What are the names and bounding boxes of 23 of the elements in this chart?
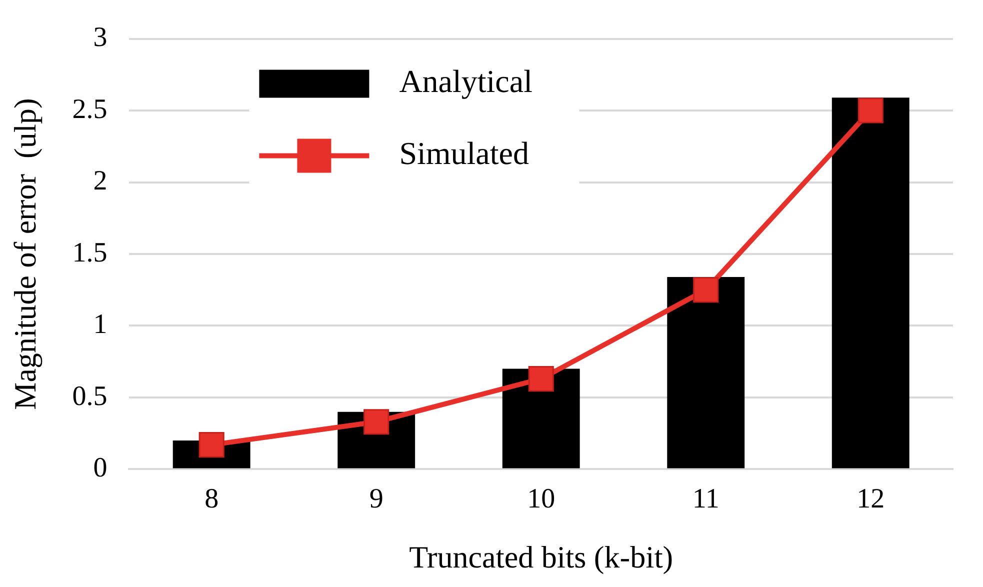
y-tick-label: 0.5 — [72, 380, 108, 412]
point — [858, 98, 884, 124]
y-tick-label: 2.5 — [72, 94, 108, 125]
x-axis-title: Truncated bits (k-bit) — [409, 540, 674, 575]
y-tick-label: 0 — [93, 452, 108, 484]
y-tick-label: 2 — [93, 166, 108, 197]
legend-label: Simulated — [399, 135, 529, 172]
point — [693, 277, 719, 303]
y-tick-label: 1 — [93, 309, 108, 340]
x-tick-label: 12 — [856, 483, 885, 514]
y-tick-label: 3 — [93, 22, 108, 54]
y-axis-title: Magnitude of error (ulp) — [8, 98, 43, 410]
x-tick-label: 10 — [527, 483, 556, 514]
y-tick-label: 1.5 — [72, 237, 108, 268]
x-tick-label: 8 — [204, 483, 219, 514]
point — [364, 409, 390, 435]
x-tick-label: 9 — [369, 483, 384, 514]
bar — [667, 276, 745, 468]
x-tick-label: 11 — [692, 483, 720, 514]
bar — [832, 98, 910, 468]
legend-label: Analytical — [399, 63, 533, 100]
bar — [502, 368, 580, 468]
point — [528, 366, 554, 392]
